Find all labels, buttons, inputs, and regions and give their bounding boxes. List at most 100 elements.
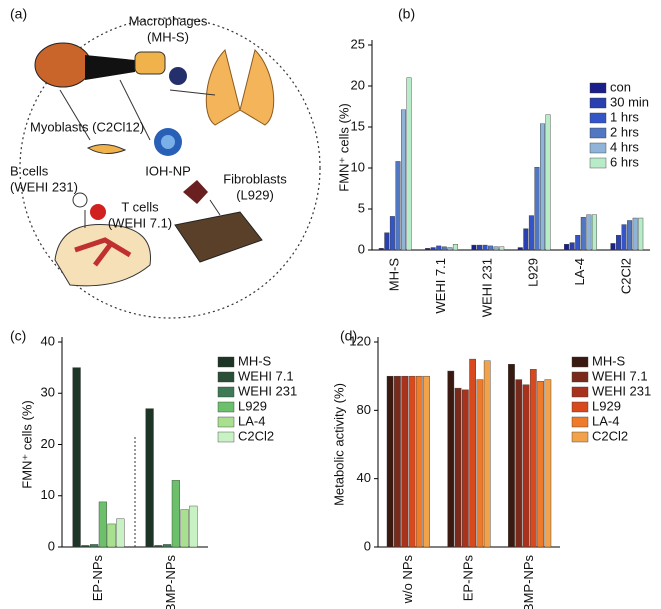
legend-label: 1 hrs: [610, 109, 639, 124]
panel-label: (c): [10, 328, 26, 344]
bar: [545, 114, 551, 251]
bar: [430, 247, 436, 251]
bar: [163, 544, 172, 548]
bar: [544, 379, 552, 548]
bar: [454, 387, 462, 548]
bar: [401, 375, 409, 548]
bar: [522, 384, 530, 548]
legend-label: 30 min: [610, 94, 649, 109]
legend-label: con: [610, 79, 631, 94]
y-tick-label: 0: [358, 241, 365, 256]
y-tick-label: 20: [41, 436, 55, 451]
bar: [616, 235, 621, 251]
y-tick-label: 10: [41, 487, 55, 502]
legend-swatch: [571, 356, 589, 368]
bar: [180, 509, 189, 548]
legend-swatch: [217, 416, 235, 428]
legend-swatch: [589, 142, 607, 154]
x-tick-label: L929: [526, 258, 541, 287]
bar: [591, 214, 597, 251]
y-tick-label: 20: [351, 77, 365, 92]
diagram-label: (WEHI 7.1): [108, 215, 172, 230]
x-tick-label: EP-NPs: [460, 555, 475, 602]
legend-label: C2Cl2: [238, 428, 274, 443]
y-tick-label: 120: [349, 333, 371, 348]
bar: [441, 246, 447, 251]
diagram-label: IOH-NP: [145, 163, 191, 178]
bar: [384, 232, 390, 251]
bar: [534, 166, 540, 251]
bar: [436, 245, 442, 251]
legend-label: 2 hrs: [610, 124, 639, 139]
bar: [72, 367, 81, 548]
y-tick-label: 30: [41, 385, 55, 400]
bar: [386, 375, 394, 548]
diagram-label: (WEHI 231): [10, 179, 78, 194]
y-tick-label: 0: [48, 538, 55, 553]
bar: [508, 364, 515, 548]
bar: [447, 247, 453, 251]
legend-swatch: [217, 431, 235, 443]
bar: [483, 360, 491, 548]
y-tick-label: 40: [41, 333, 55, 348]
bar: [580, 216, 586, 251]
bar: [621, 224, 627, 251]
bar: [523, 228, 529, 251]
bar: [529, 369, 537, 548]
legend-label: WEHI 231: [592, 383, 651, 398]
diagram-label: (MH-S): [147, 29, 189, 44]
bar: [537, 381, 544, 548]
legend-label: WEHI 231: [238, 383, 297, 398]
legend-swatch: [589, 97, 607, 109]
bar: [476, 379, 484, 548]
bar: [447, 370, 455, 548]
bar: [638, 217, 644, 251]
panel-label: (d): [340, 328, 357, 344]
bar: [471, 244, 477, 251]
legend-swatch: [217, 356, 235, 368]
diagram-labels: Macrophages(MH-S) Myoblasts (C2Cl12) IOH-N…: [10, 13, 287, 230]
legend-swatch: [589, 157, 607, 169]
legend-label: MH-S: [592, 353, 626, 368]
legend-swatch: [571, 431, 589, 443]
bar: [408, 375, 416, 548]
bar: [488, 245, 494, 251]
bar: [423, 375, 430, 548]
legend-swatch: [217, 386, 235, 398]
bar: [477, 244, 482, 251]
y-tick-label: 25: [351, 36, 365, 51]
bar: [395, 161, 401, 251]
bar: [394, 375, 401, 548]
bar: [415, 375, 423, 548]
y-tick-label: 10: [351, 159, 365, 174]
bar: [482, 244, 488, 251]
legend-swatch: [217, 401, 235, 413]
legend-label: C2Cl2: [592, 428, 628, 443]
bar: [517, 247, 523, 251]
bar: [569, 242, 575, 251]
bar: [90, 544, 99, 548]
x-tick-label: LA-4: [572, 258, 587, 285]
diagram-art: [19, 17, 321, 319]
x-tick-label: EP-NPs: [90, 555, 105, 602]
diagram-label: Macrophages: [129, 13, 208, 28]
y-axis-label: FMN⁺ cells (%): [19, 400, 34, 488]
legend-swatch: [589, 127, 607, 139]
x-tick-label: C2Cl2: [618, 258, 633, 294]
y-tick-label: 80: [357, 402, 371, 417]
bar: [145, 408, 154, 548]
legend-label: WEHI 7.1: [592, 368, 648, 383]
bar: [627, 220, 633, 251]
bar: [499, 246, 505, 251]
legend-swatch: [589, 82, 607, 94]
x-tick-label: WEHI 231: [479, 258, 494, 317]
bar: [610, 243, 616, 251]
y-tick-label: 15: [351, 118, 365, 133]
x-tick-label: MH-S: [387, 258, 402, 292]
legend-label: 4 hrs: [610, 139, 639, 154]
y-axis-label: FMN⁺ cells (%): [336, 103, 351, 191]
bar: [171, 480, 180, 548]
bar: [98, 501, 107, 548]
legend-label: WEHI 7.1: [238, 368, 294, 383]
